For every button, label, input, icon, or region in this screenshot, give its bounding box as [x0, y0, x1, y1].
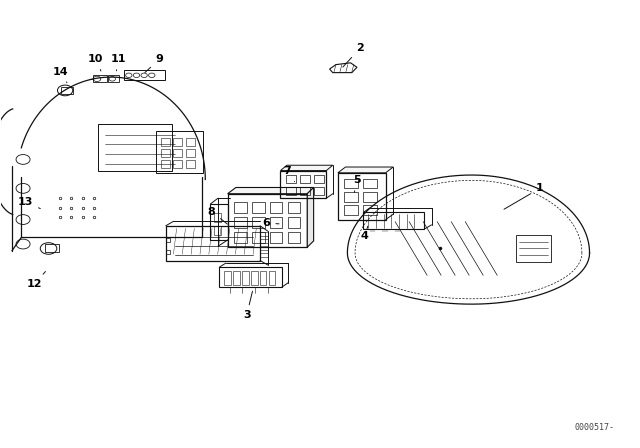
Bar	[214, 213, 221, 222]
Text: 3: 3	[243, 291, 252, 320]
Bar	[214, 226, 221, 235]
Bar	[234, 217, 246, 228]
Bar	[516, 235, 551, 262]
Polygon shape	[280, 165, 333, 171]
Bar	[363, 205, 377, 215]
Bar	[234, 202, 246, 213]
Bar	[280, 171, 326, 198]
Bar	[344, 192, 358, 202]
Bar	[228, 194, 307, 247]
Bar	[252, 232, 264, 243]
Bar	[314, 187, 324, 194]
Text: 12: 12	[27, 271, 45, 289]
Bar	[166, 226, 260, 260]
Bar	[300, 187, 310, 194]
Bar	[243, 271, 248, 284]
Text: 4: 4	[361, 226, 369, 241]
Bar	[285, 187, 296, 194]
Bar	[314, 176, 324, 184]
Bar	[287, 217, 300, 228]
Bar	[252, 217, 264, 228]
Text: 0000517-: 0000517-	[574, 423, 614, 432]
Bar	[173, 160, 182, 168]
Bar	[220, 267, 282, 287]
Bar	[161, 138, 170, 146]
Bar	[300, 176, 310, 184]
Bar	[363, 179, 377, 188]
Text: 6: 6	[262, 218, 279, 228]
Bar	[173, 138, 182, 146]
Bar	[364, 212, 424, 229]
Bar	[234, 271, 240, 284]
Bar	[234, 232, 246, 243]
Bar	[161, 149, 170, 157]
Bar	[269, 232, 282, 243]
Text: 8: 8	[208, 207, 227, 224]
Bar	[161, 160, 170, 168]
Bar	[285, 176, 296, 184]
Text: 10: 10	[88, 54, 104, 71]
Text: 5: 5	[353, 175, 361, 192]
Bar	[124, 70, 165, 80]
Bar	[156, 130, 204, 173]
Bar	[252, 202, 264, 213]
Bar	[61, 87, 74, 94]
Polygon shape	[228, 188, 314, 194]
Bar	[186, 149, 195, 157]
Bar	[45, 245, 59, 252]
Text: 2: 2	[343, 43, 364, 67]
Bar	[269, 217, 282, 228]
Text: 7: 7	[283, 167, 294, 182]
Bar	[93, 75, 106, 82]
Text: 1: 1	[504, 183, 544, 209]
Bar	[211, 204, 228, 240]
Bar	[99, 124, 172, 171]
Text: 11: 11	[110, 54, 125, 71]
Bar	[269, 202, 282, 213]
Bar	[186, 160, 195, 168]
Polygon shape	[338, 167, 394, 173]
Text: 13: 13	[18, 197, 40, 209]
Text: 9: 9	[145, 54, 163, 73]
Polygon shape	[307, 188, 314, 247]
Bar	[225, 271, 231, 284]
Bar	[173, 149, 182, 157]
Bar	[287, 232, 300, 243]
Bar	[108, 75, 119, 82]
Bar	[260, 271, 266, 284]
Bar	[363, 192, 377, 202]
Bar	[287, 202, 300, 213]
Bar	[344, 205, 358, 215]
Bar	[338, 173, 386, 220]
Bar	[186, 138, 195, 146]
Bar	[269, 271, 275, 284]
Bar	[251, 271, 257, 284]
Bar	[344, 179, 358, 188]
Text: 14: 14	[53, 67, 68, 83]
